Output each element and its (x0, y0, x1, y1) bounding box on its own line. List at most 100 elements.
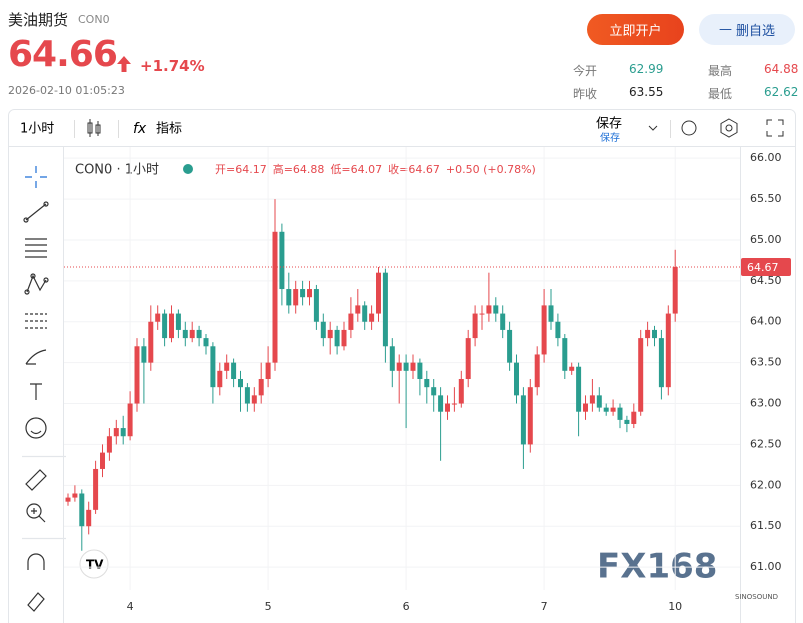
ohlc-legend-item: 开=64.17 (215, 163, 267, 176)
y-tick-label: 66.00 (750, 151, 782, 164)
y-tick-label: 65.00 (750, 233, 782, 246)
candle-body (279, 231, 285, 290)
candle-body (555, 321, 561, 339)
candle-body (534, 354, 540, 388)
settings-icon[interactable] (720, 118, 738, 138)
stat-value: 62.99 (629, 62, 664, 76)
y-tick-label: 64.00 (750, 315, 782, 328)
candle-body (244, 387, 250, 404)
candle-icon[interactable] (87, 119, 101, 137)
candle-body (313, 289, 319, 322)
watchlist-button[interactable]: — 删自选 (699, 14, 795, 45)
watermark: FX168 (597, 547, 717, 587)
y-tick-label: 63.00 (750, 397, 782, 410)
fx-icon[interactable]: fx (133, 121, 147, 137)
title: 美油期货 (8, 11, 69, 29)
stat-value: 63.55 (629, 85, 664, 99)
fullscreen-icon[interactable] (766, 119, 784, 137)
candle-body (79, 493, 85, 527)
save-sub: 保存 (600, 131, 620, 144)
candle-body (520, 395, 526, 445)
y-tick-label: 62.50 (750, 437, 782, 450)
candle-body (134, 346, 140, 404)
candle-body (127, 403, 133, 437)
ohlc-legend-item: +0.50 (+0.78%) (446, 163, 536, 176)
watchlist-label: 删自选 (735, 24, 775, 39)
candle-body (624, 419, 630, 424)
candle-body (431, 387, 437, 396)
candle-body (658, 338, 664, 388)
ohlc-legend: 开=64.17 高=64.88 低=64.07 收=64.67 +0.50 (+0.78… (215, 162, 536, 176)
candle-body (369, 313, 375, 322)
price: 64.66 (8, 34, 118, 75)
dropdown-icon[interactable] (648, 125, 658, 131)
candle-body (106, 436, 112, 453)
x-tick-label: 4 (127, 600, 134, 613)
brand: SINOSOUND (735, 593, 778, 601)
up-arrow (117, 56, 131, 72)
candle-body (175, 313, 181, 330)
candle-body (196, 329, 202, 339)
candle-body (355, 305, 361, 314)
open-account-button[interactable]: 立即开户 (587, 14, 684, 45)
stat-label: 最高 (708, 64, 733, 78)
candle-body (348, 313, 354, 330)
candle-body (548, 305, 554, 322)
candle-body (265, 362, 271, 379)
candle-body (258, 378, 264, 396)
candle-body (182, 329, 188, 339)
candle-body (493, 305, 499, 314)
stat-label: 今开 (573, 64, 598, 78)
drawing-tools[interactable] (22, 166, 66, 612)
tv-logo[interactable] (79, 549, 109, 579)
candle-body (300, 289, 306, 298)
ohlc-legend-item: 高=64.88 (273, 162, 325, 176)
code: CON0 (78, 13, 110, 26)
last-price-box (741, 257, 791, 276)
candle-body (541, 305, 547, 355)
x-tick-label: 5 (265, 600, 272, 613)
candle-body (465, 338, 471, 379)
candle-body (527, 387, 533, 445)
candle-body (451, 403, 457, 405)
candle-body (65, 497, 71, 502)
y-tick-label: 63.50 (750, 356, 782, 369)
candle-body (672, 266, 678, 314)
candle-body (169, 313, 174, 339)
candle-body (224, 362, 230, 371)
candle-body (327, 329, 333, 339)
candle-body (631, 411, 637, 424)
stat-label: 昨收 (573, 87, 598, 101)
candle-body (141, 346, 147, 363)
candle-body (376, 272, 381, 314)
candle-body (189, 329, 195, 339)
symbol-legend: CON0 · 1小时 (75, 163, 159, 178)
y-tick-label: 61.00 (750, 560, 782, 573)
interval[interactable]: 1小时 (20, 122, 54, 137)
candle-body (203, 338, 209, 347)
candle-body (120, 428, 126, 437)
save[interactable]: 保存 (596, 117, 622, 132)
candle-body (583, 403, 588, 412)
tv-logo-text: TV (86, 558, 104, 572)
candle-body (93, 468, 99, 510)
candle-body (424, 378, 430, 388)
candle-body (569, 366, 575, 371)
alert-icon[interactable] (681, 120, 697, 136)
candle-body (576, 366, 582, 412)
x-tick-label: 6 (403, 600, 410, 613)
candle-body (210, 346, 216, 388)
last-price-label: 64.67 (747, 261, 779, 274)
candle-body (148, 321, 154, 363)
candle-body (86, 509, 92, 527)
candle-body (217, 370, 223, 388)
candle-body (589, 395, 595, 404)
ohlc-legend-item: 收=64.67 (388, 162, 440, 176)
candle-body (320, 321, 326, 339)
candle-body (514, 362, 519, 396)
candle-body (507, 329, 513, 363)
candle-body (486, 305, 492, 314)
candle-body (665, 313, 671, 388)
indicators[interactable]: 指标 (156, 122, 182, 137)
